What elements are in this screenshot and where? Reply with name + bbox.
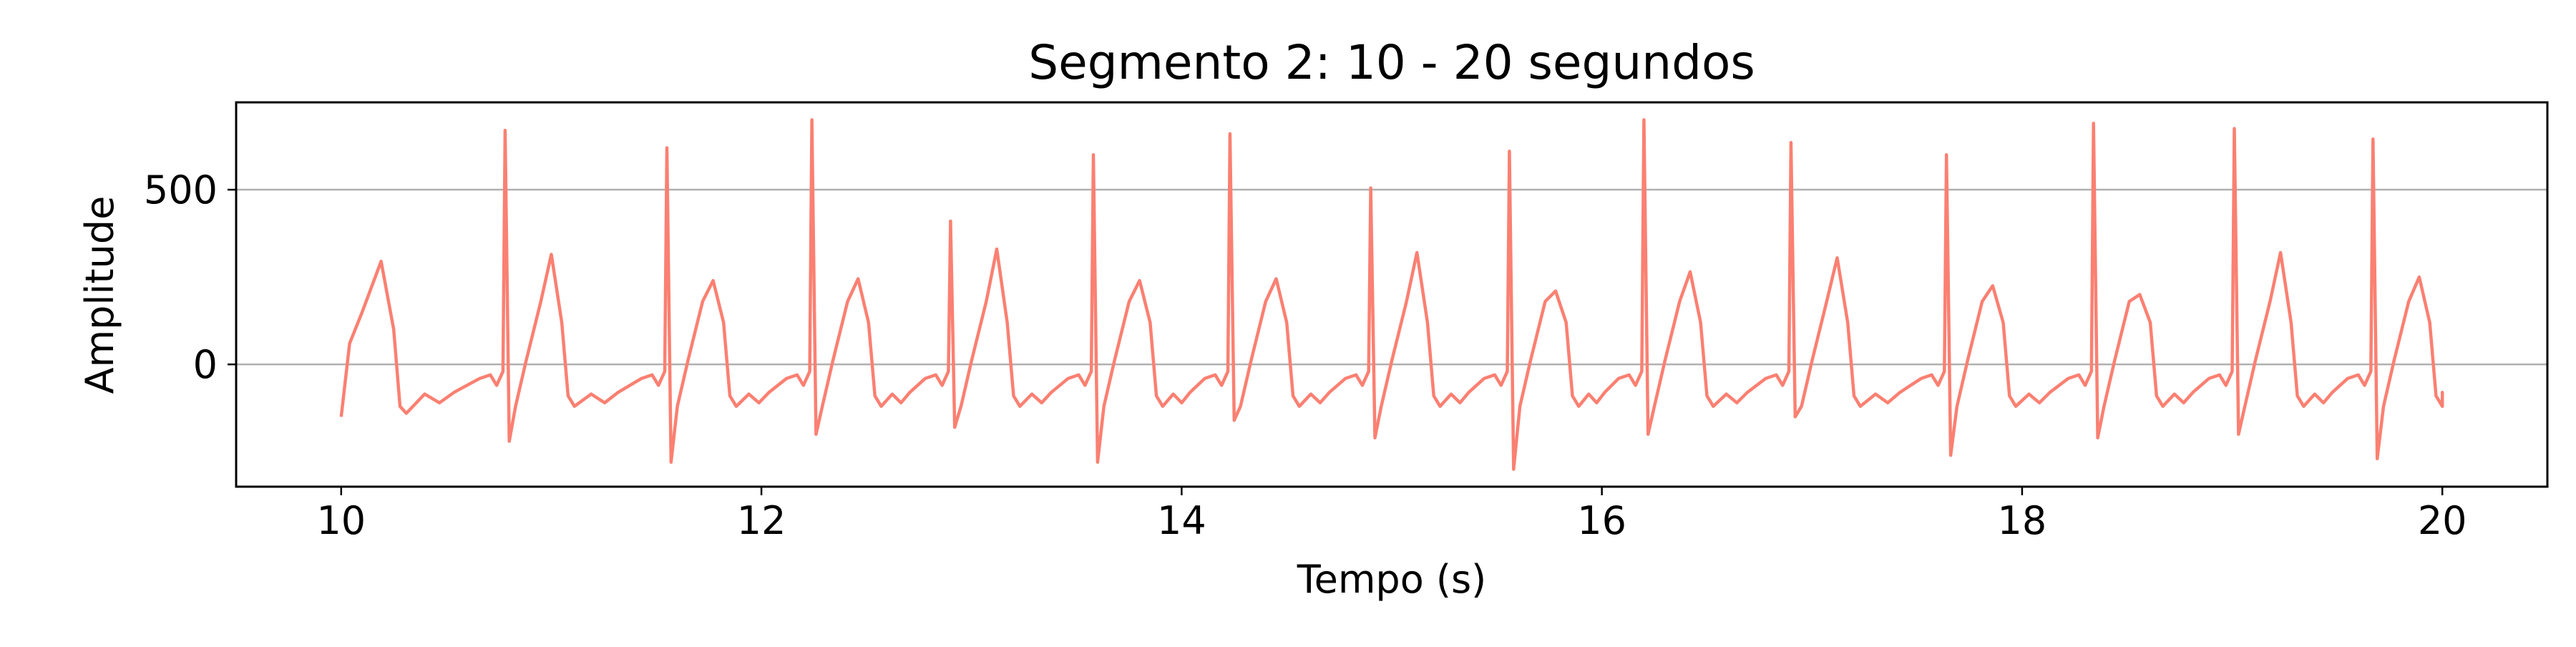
- x-tick-label: 10: [316, 498, 366, 543]
- x-tick-label: 18: [1998, 498, 2047, 543]
- y-tick-label: 0: [193, 342, 218, 387]
- plot-area: [339, 118, 2444, 471]
- y-axis-label: Amplitude: [77, 196, 122, 394]
- x-tick-label: 16: [1577, 498, 1626, 543]
- ecg-series-line: [339, 118, 2444, 471]
- x-axis: 10 12 14 16 18 20: [316, 487, 2467, 543]
- grid-lines: [236, 188, 2547, 366]
- y-tick-label: 500: [144, 167, 218, 213]
- chart-title: Segmento 2: 10 - 20 segundos: [1028, 35, 1755, 90]
- x-tick-label: 20: [2418, 498, 2467, 543]
- x-tick-label: 14: [1157, 498, 1206, 543]
- x-axis-label: Tempo (s): [1297, 557, 1486, 602]
- x-tick-label: 12: [737, 498, 786, 543]
- y-axis: 0 500: [144, 167, 236, 387]
- axes-frame: [235, 101, 2549, 488]
